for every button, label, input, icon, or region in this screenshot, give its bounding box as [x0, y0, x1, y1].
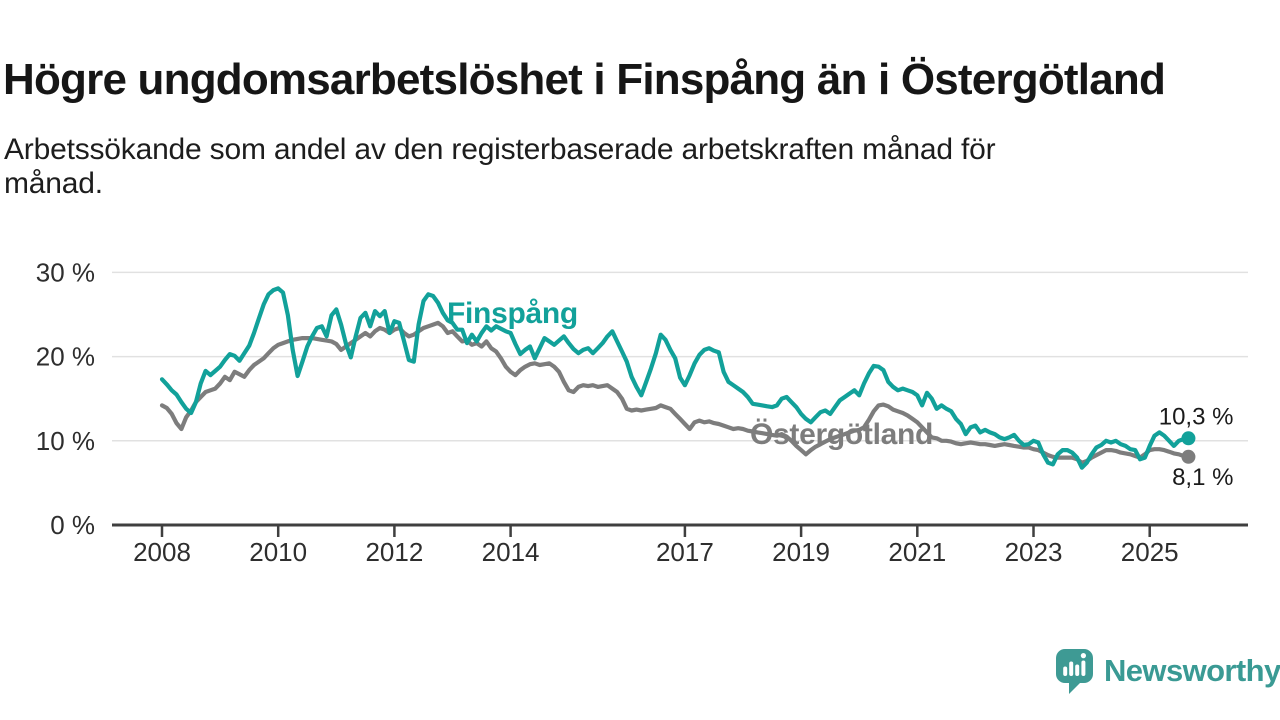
newsworthy-logo[interactable]: Newsworthy — [1054, 647, 1280, 695]
x-axis-tick-label: 2025 — [1121, 537, 1179, 567]
end-value-label-finspang: 10,3 % — [1159, 403, 1234, 430]
newsworthy-logo-text: Newsworthy — [1104, 653, 1280, 688]
x-axis-tick-label: 2012 — [365, 537, 423, 567]
series-label-ostergotland: Östergötland — [750, 418, 933, 451]
end-dot-finspang — [1181, 431, 1196, 446]
series-line-finspang — [159, 286, 1191, 470]
newsworthy-logo-icon — [1056, 649, 1093, 694]
y-axis-tick-label: 30 % — [36, 257, 95, 287]
end-value-label-ostergotland: 8,1 % — [1172, 464, 1233, 491]
y-axis-tick-label: 10 % — [36, 426, 95, 456]
page-title: Högre ungdomsarbetslöshet i Finspång än … — [3, 55, 1166, 105]
x-axis-tick-label: 2008 — [133, 537, 191, 567]
x-axis-tick-label: 2021 — [888, 537, 946, 567]
y-axis-tick-label: 0 % — [50, 510, 95, 540]
x-axis-tick-label: 2014 — [482, 537, 540, 567]
y-axis-tick-label: 20 % — [36, 342, 95, 372]
series-line-ostergotland — [159, 320, 1191, 465]
x-axis-tick-label: 2010 — [249, 537, 307, 567]
subtitle-line-2: månad. — [4, 167, 103, 200]
x-axis-tick-label: 2017 — [656, 537, 714, 567]
page-subtitle: Arbetssökande som andel av den registerb… — [4, 133, 996, 201]
subtitle-line-1: Arbetssökande som andel av den registerb… — [4, 133, 996, 166]
end-dot-ostergotland — [1181, 449, 1196, 464]
x-axis-tick-label: 2019 — [772, 537, 830, 567]
series-label-finspang: Finspång — [447, 297, 578, 330]
x-axis-tick-label: 2023 — [1005, 537, 1063, 567]
